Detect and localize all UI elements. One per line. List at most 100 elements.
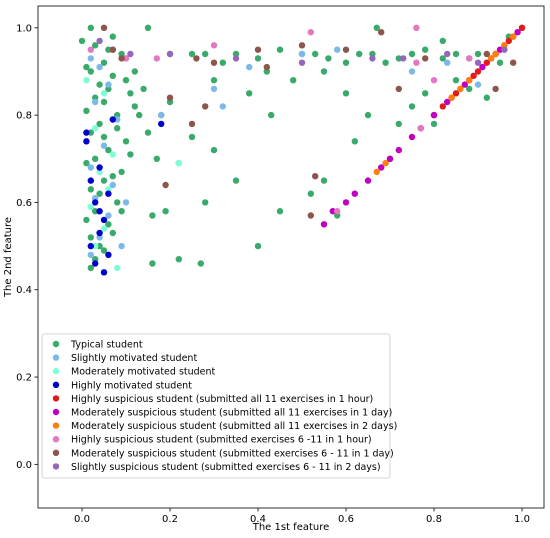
data-point: [175, 159, 182, 167]
data-point: [114, 125, 121, 132]
data-point: [162, 181, 169, 189]
data-point: [290, 77, 297, 84]
legend-label: Highly suspicious student (submitted all…: [71, 394, 373, 405]
plot-frame: [37, 5, 545, 509]
data-point: [83, 107, 90, 115]
data-point: [114, 264, 121, 272]
data-point: [422, 90, 429, 97]
legend-marker: [52, 408, 60, 416]
data-point: [87, 24, 95, 31]
data-point: [87, 251, 95, 258]
series-6: [373, 33, 517, 176]
data-point: [501, 46, 508, 53]
data-point: [122, 77, 130, 84]
data-point: [444, 59, 451, 66]
data-point: [188, 50, 196, 58]
data-point: [430, 120, 438, 128]
data-point: [105, 221, 112, 228]
data-point: [92, 42, 99, 49]
data-point: [210, 42, 218, 49]
data-point: [188, 120, 196, 128]
legend-label: Moderately suspicious student (submitted…: [71, 448, 394, 459]
data-point: [496, 46, 504, 53]
data-point: [100, 59, 108, 66]
data-point: [351, 190, 358, 197]
data-point: [466, 55, 473, 62]
data-point: [87, 68, 95, 75]
data-point: [422, 55, 429, 62]
data-point: [105, 46, 112, 53]
series-7: [87, 24, 473, 215]
data-point: [105, 190, 112, 197]
x-tick-label: 0.8: [426, 514, 442, 525]
data-point: [96, 164, 103, 171]
data-point: [276, 208, 284, 215]
data-point: [320, 221, 328, 228]
data-point: [118, 208, 125, 215]
data-point: [334, 46, 341, 53]
legend-label: Typical student: [70, 340, 143, 351]
legend-marker: [52, 436, 60, 443]
y-tick-label: 1.0: [16, 23, 32, 34]
data-point: [307, 29, 314, 36]
data-point: [369, 50, 376, 58]
data-point: [246, 90, 253, 97]
data-point: [342, 59, 350, 66]
legend-label: Moderately suspicious student (submitted…: [71, 408, 392, 419]
ticks-layer: 0.0 0.2 0.4 0.6 0.8 1.0 0.0 0.2 0.4 0.6 0.8 1.0: [16, 23, 530, 525]
data-point: [408, 50, 416, 58]
data-point: [474, 59, 482, 66]
data-point: [158, 120, 165, 128]
data-point: [92, 125, 99, 132]
data-point: [395, 120, 402, 128]
data-point: [510, 33, 517, 40]
y-axis-label: The 2nd feature: [3, 217, 14, 298]
data-point: [334, 208, 341, 215]
data-point: [466, 77, 473, 84]
data-point: [479, 63, 486, 71]
data-point: [109, 173, 117, 180]
x-axis-label: The 1st feature: [252, 522, 330, 533]
data-point: [474, 81, 482, 88]
data-point: [87, 234, 95, 241]
legend-label: Highly suspicious student (submitted exe…: [71, 435, 372, 446]
data-point: [417, 125, 424, 132]
data-point: [202, 103, 209, 110]
legend-marker: [52, 395, 60, 402]
data-point: [312, 50, 319, 58]
data-point: [109, 46, 117, 53]
data-point: [439, 55, 446, 62]
legend-label: Moderately motivated student: [71, 367, 216, 378]
data-point: [386, 155, 394, 162]
data-point: [268, 111, 275, 119]
series-9: [96, 37, 508, 66]
data-point: [452, 50, 460, 58]
data-point: [100, 142, 108, 149]
legend-label: Highly motivated student: [71, 380, 192, 391]
data-point: [87, 264, 95, 272]
data-point: [246, 63, 253, 71]
data-point: [105, 251, 112, 258]
data-point: [92, 98, 99, 106]
data-point: [144, 129, 152, 136]
data-point: [100, 133, 108, 141]
data-point: [131, 103, 138, 110]
data-point: [202, 199, 209, 206]
data-point: [510, 59, 517, 66]
data-point: [197, 260, 204, 267]
data-point: [114, 116, 121, 123]
data-point: [219, 103, 226, 110]
data-point: [298, 42, 306, 49]
legend: Typical student Slightly motivated studen…: [41, 333, 397, 479]
data-point: [127, 151, 134, 158]
data-point: [96, 120, 103, 128]
data-point: [118, 50, 125, 58]
data-point: [100, 247, 108, 254]
data-point: [92, 208, 99, 215]
data-point: [122, 55, 130, 62]
data-point: [492, 85, 499, 93]
data-point: [483, 50, 490, 58]
y-tick-label: 0.2: [16, 373, 32, 384]
legend-marker: [52, 354, 60, 361]
legend-marker: [52, 449, 60, 456]
